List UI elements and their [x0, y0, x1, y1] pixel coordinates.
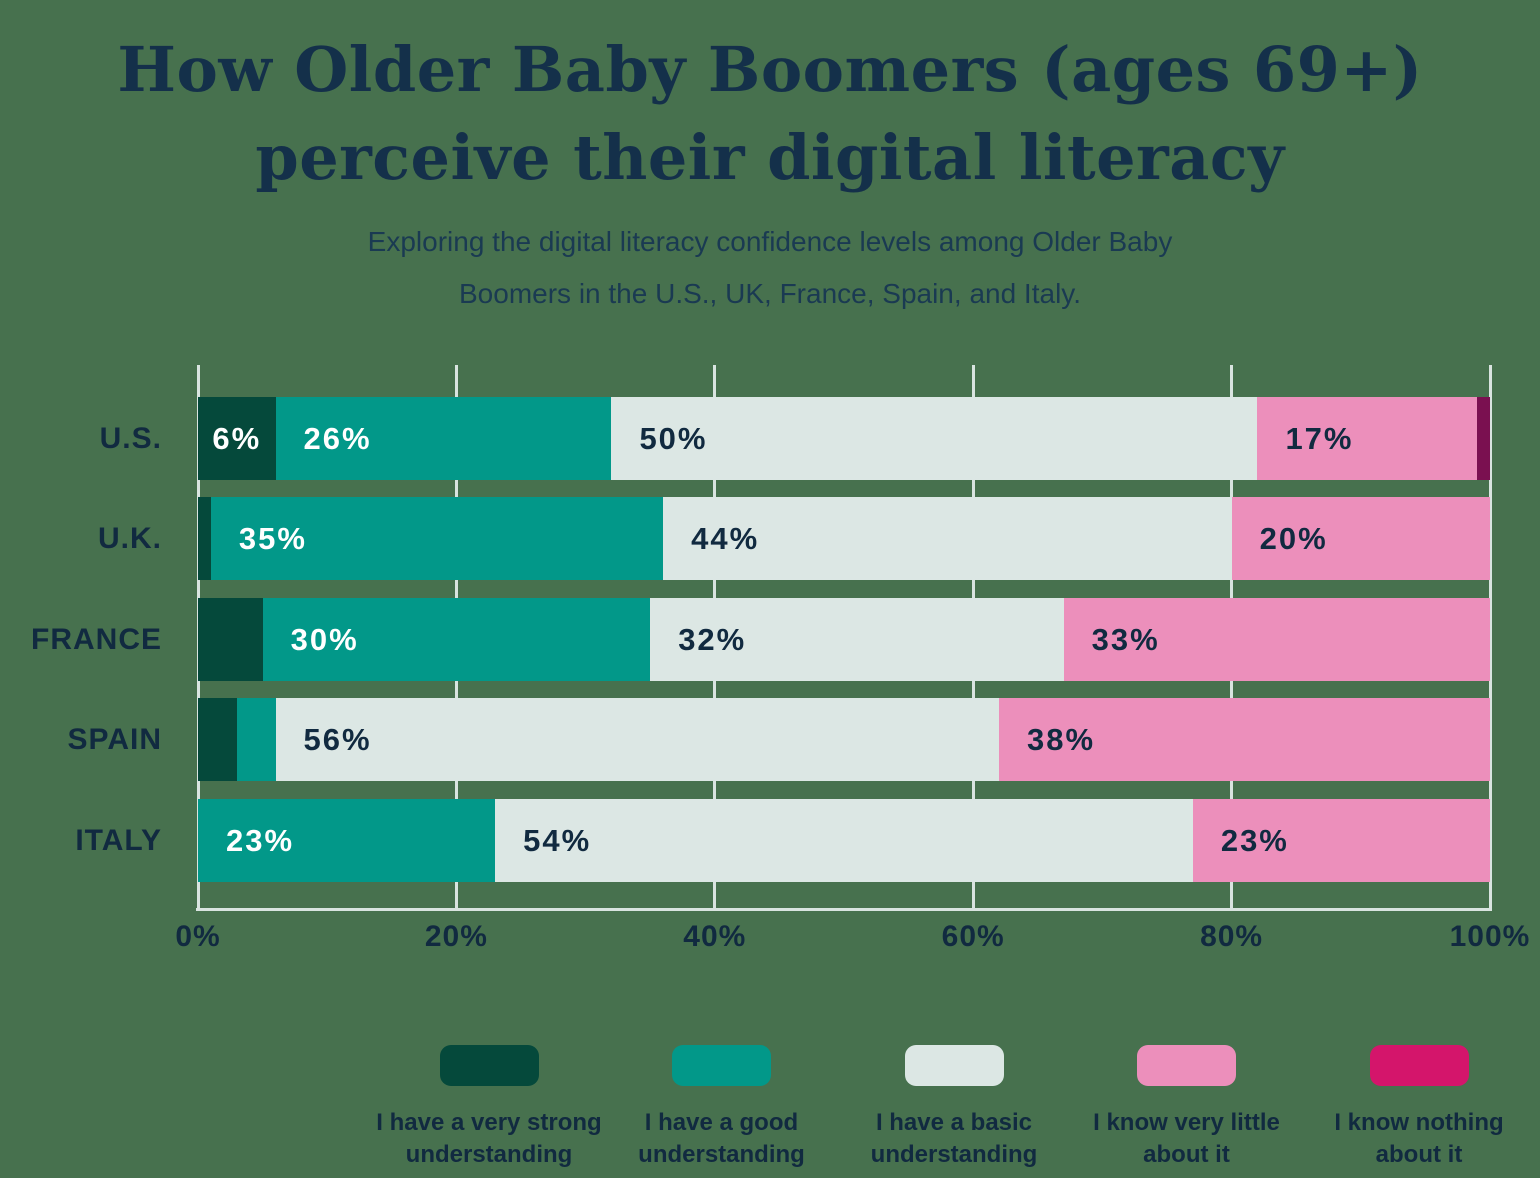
bar-segment: 30% [262, 598, 651, 681]
bar-value-label: 38% [1027, 721, 1096, 757]
bar-row-italy: 23% 54% 23% [198, 799, 1490, 882]
bar-segment: 54% [495, 799, 1193, 882]
x-axis-tick-label: 0% [175, 920, 221, 953]
legend-swatch [439, 1045, 539, 1086]
legend-item: I know nothing about it [1304, 1045, 1534, 1171]
x-axis-tick-label: 80% [1200, 920, 1264, 953]
legend-label: I know nothing about it [1334, 1109, 1504, 1168]
legend-swatch [1137, 1045, 1236, 1086]
bar-value-label: 32% [678, 621, 747, 657]
bar-segment [1477, 397, 1490, 480]
x-axis-tick-label: 60% [941, 920, 1005, 953]
legend-label: I have a good understanding [638, 1109, 805, 1168]
bar-segment: 32% [650, 598, 1064, 681]
bar-segment: 50% [611, 397, 1258, 480]
legend-item: I know very little about it [1072, 1045, 1302, 1171]
chart-legend: I have a very strong understanding I have … [374, 1045, 1534, 1171]
bar-value-label: 50% [639, 420, 708, 456]
legend-label: I have a basic understanding [870, 1109, 1038, 1168]
legend-label: I know very little about it [1093, 1109, 1280, 1168]
chart-title-line1: How Older Baby Boomers (ages 69+) [117, 33, 1423, 106]
bar-row-us: 6% 26% 50% 17% [198, 397, 1490, 480]
bar-value-label: 23% [226, 822, 295, 858]
legend-item: I have a basic understanding [839, 1045, 1069, 1171]
bar-row-france: 30% 32% 33% [198, 598, 1490, 681]
x-axis-tick-label: 20% [424, 920, 488, 953]
legend-swatch [1369, 1045, 1469, 1086]
bar-value-label: 20% [1259, 520, 1328, 556]
bar-value-label: 23% [1220, 822, 1289, 858]
bar-segment: 38% [999, 698, 1490, 781]
bar-value-label: 54% [523, 822, 592, 858]
legend-swatch [904, 1045, 1004, 1086]
bar-segment: 44% [663, 497, 1232, 580]
gridline [1488, 365, 1492, 908]
bar-value-label: 35% [238, 520, 307, 556]
category-label: SPAIN [67, 722, 162, 756]
bar-segment: 35% [210, 497, 664, 580]
category-label: U.K. [98, 521, 162, 555]
category-label: FRANCE [31, 622, 162, 656]
x-axis-tick-label: 100% [1449, 920, 1531, 953]
legend-item: I have a good understanding [607, 1045, 837, 1171]
legend-label: I have a very strong understanding [376, 1109, 602, 1168]
category-label: ITALY [75, 823, 162, 857]
bar-segment: 56% [275, 698, 1000, 781]
bar-value-label: 17% [1285, 420, 1354, 456]
bar-segment [198, 698, 237, 781]
bar-value-label: 33% [1091, 621, 1160, 657]
x-axis-line [196, 908, 1492, 911]
bar-segment: 23% [1192, 799, 1490, 882]
category-label: U.S. [99, 421, 162, 455]
bar-segment [236, 698, 276, 781]
chart-subtitle: Exploring the digital literacy confidenc… [0, 216, 1540, 320]
bar-segment: 17% [1257, 397, 1478, 480]
bar-row-spain: 56% 38% [198, 698, 1490, 781]
chart-title: How Older Baby Boomers (ages 69+) percei… [0, 26, 1540, 202]
legend-item: I have a very strong understanding [374, 1045, 604, 1171]
bar-value-label: 30% [290, 621, 359, 657]
chart-title-line2: perceive their digital literacy [255, 121, 1285, 195]
bar-segment: 26% [275, 397, 612, 480]
chart-subtitle-line2: Boomers in the U.S., UK, France, Spain, … [459, 277, 1081, 309]
bar-segment [198, 598, 263, 681]
bar-segment [198, 497, 211, 580]
chart-subtitle-line1: Exploring the digital literacy confidenc… [367, 226, 1173, 257]
bar-segment: 23% [198, 799, 496, 882]
bar-row-uk: 35% 44% 20% [198, 497, 1490, 580]
bar-value-label: 44% [691, 520, 760, 556]
x-axis-tick-label: 40% [683, 920, 747, 953]
bar-value-label: 56% [303, 721, 372, 757]
legend-swatch [672, 1045, 771, 1086]
bar-segment: 6% [198, 397, 276, 480]
bar-value-label: 26% [303, 420, 372, 456]
bar-segment: 20% [1231, 497, 1490, 580]
bar-value-label: 6% [212, 420, 262, 456]
bar-segment: 33% [1063, 598, 1490, 681]
